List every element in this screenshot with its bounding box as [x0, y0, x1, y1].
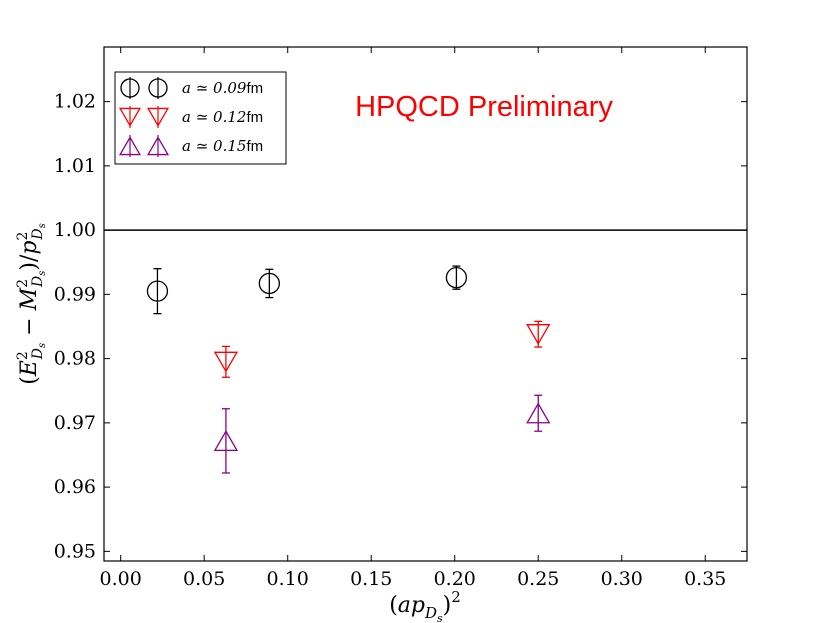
y-tick-label: 0.98 — [54, 348, 96, 370]
y-tick-label: 0.95 — [54, 540, 96, 562]
plot-frame — [103, 46, 748, 562]
data-point — [445, 265, 468, 290]
y-tick-label: 1.02 — [54, 91, 96, 113]
x-axis-label: (apDs)2 — [389, 588, 461, 623]
y-tick-label: 0.96 — [54, 476, 96, 498]
x-tick-label: 0.10 — [267, 568, 309, 590]
chart-annotation: HPQCD Preliminary — [355, 91, 613, 123]
legend-label-unit: fm — [246, 109, 263, 126]
circle-marker — [445, 267, 468, 289]
x-tick-label: 0.25 — [517, 568, 559, 590]
triangle-up-marker — [526, 402, 551, 424]
x-tick-label: 0.15 — [350, 568, 392, 590]
legend-entry: a ≃ 0.09fm — [120, 77, 263, 99]
y-tick-label: 0.97 — [54, 412, 96, 434]
data-points — [146, 265, 551, 474]
legend-entry: a ≃ 0.15fm — [118, 135, 263, 157]
x-tick-label: 0.30 — [601, 568, 643, 590]
y-tick-label: 0.99 — [54, 283, 96, 305]
legend-box — [114, 71, 287, 165]
data-point — [526, 320, 551, 348]
triangle-down-marker — [526, 324, 551, 345]
legend-entry: a ≃ 0.12fm — [118, 106, 263, 128]
y-axis-ticks: 0.95 0.96 0.97 0.98 0.99 1.00 1.01 1.02 — [54, 91, 747, 562]
data-point — [146, 268, 169, 315]
data-point — [213, 408, 239, 474]
legend-triangle-up-marker — [146, 136, 170, 156]
legend-circle-marker — [148, 78, 168, 98]
data-point — [526, 394, 551, 432]
triangle-up-marker — [213, 430, 239, 452]
data-point — [258, 268, 280, 299]
data-point — [213, 345, 239, 378]
legend-label-var: a ≃ 0.12 — [182, 108, 246, 126]
legend-label-unit: fm — [246, 80, 263, 97]
triangle-down-marker — [213, 351, 239, 373]
x-axis-ticks: 0.00 0.05 0.10 0.15 0.20 0.25 0.30 0.35 — [100, 47, 726, 590]
x-tick-label: 0.00 — [100, 568, 142, 590]
y-axis-label: (E2Ds − M2Ds)/p2Ds — [15, 223, 48, 385]
y-tick-label: 1.01 — [54, 155, 96, 177]
legend-label-unit: fm — [246, 138, 263, 155]
x-tick-label: 0.35 — [684, 568, 726, 590]
circle-marker — [146, 280, 169, 302]
legend-triangle-down-marker — [146, 107, 170, 127]
legend-circle-marker — [120, 78, 140, 98]
legend-label-var: a ≃ 0.09 — [182, 79, 247, 97]
legend-label-var: a ≃ 0.15 — [182, 137, 246, 155]
y-tick-label: 1.00 — [54, 219, 96, 241]
legend-label: a ≃ 0.15fm — [182, 137, 263, 155]
legend-label: a ≃ 0.12fm — [182, 108, 263, 126]
legend-triangle-up-marker — [118, 136, 142, 156]
circle-marker — [258, 272, 280, 295]
x-tick-label: 0.05 — [183, 568, 225, 590]
x-tick-label: 0.20 — [434, 568, 476, 590]
legend-label: a ≃ 0.09fm — [182, 79, 263, 97]
legend-triangle-down-marker — [118, 107, 142, 127]
